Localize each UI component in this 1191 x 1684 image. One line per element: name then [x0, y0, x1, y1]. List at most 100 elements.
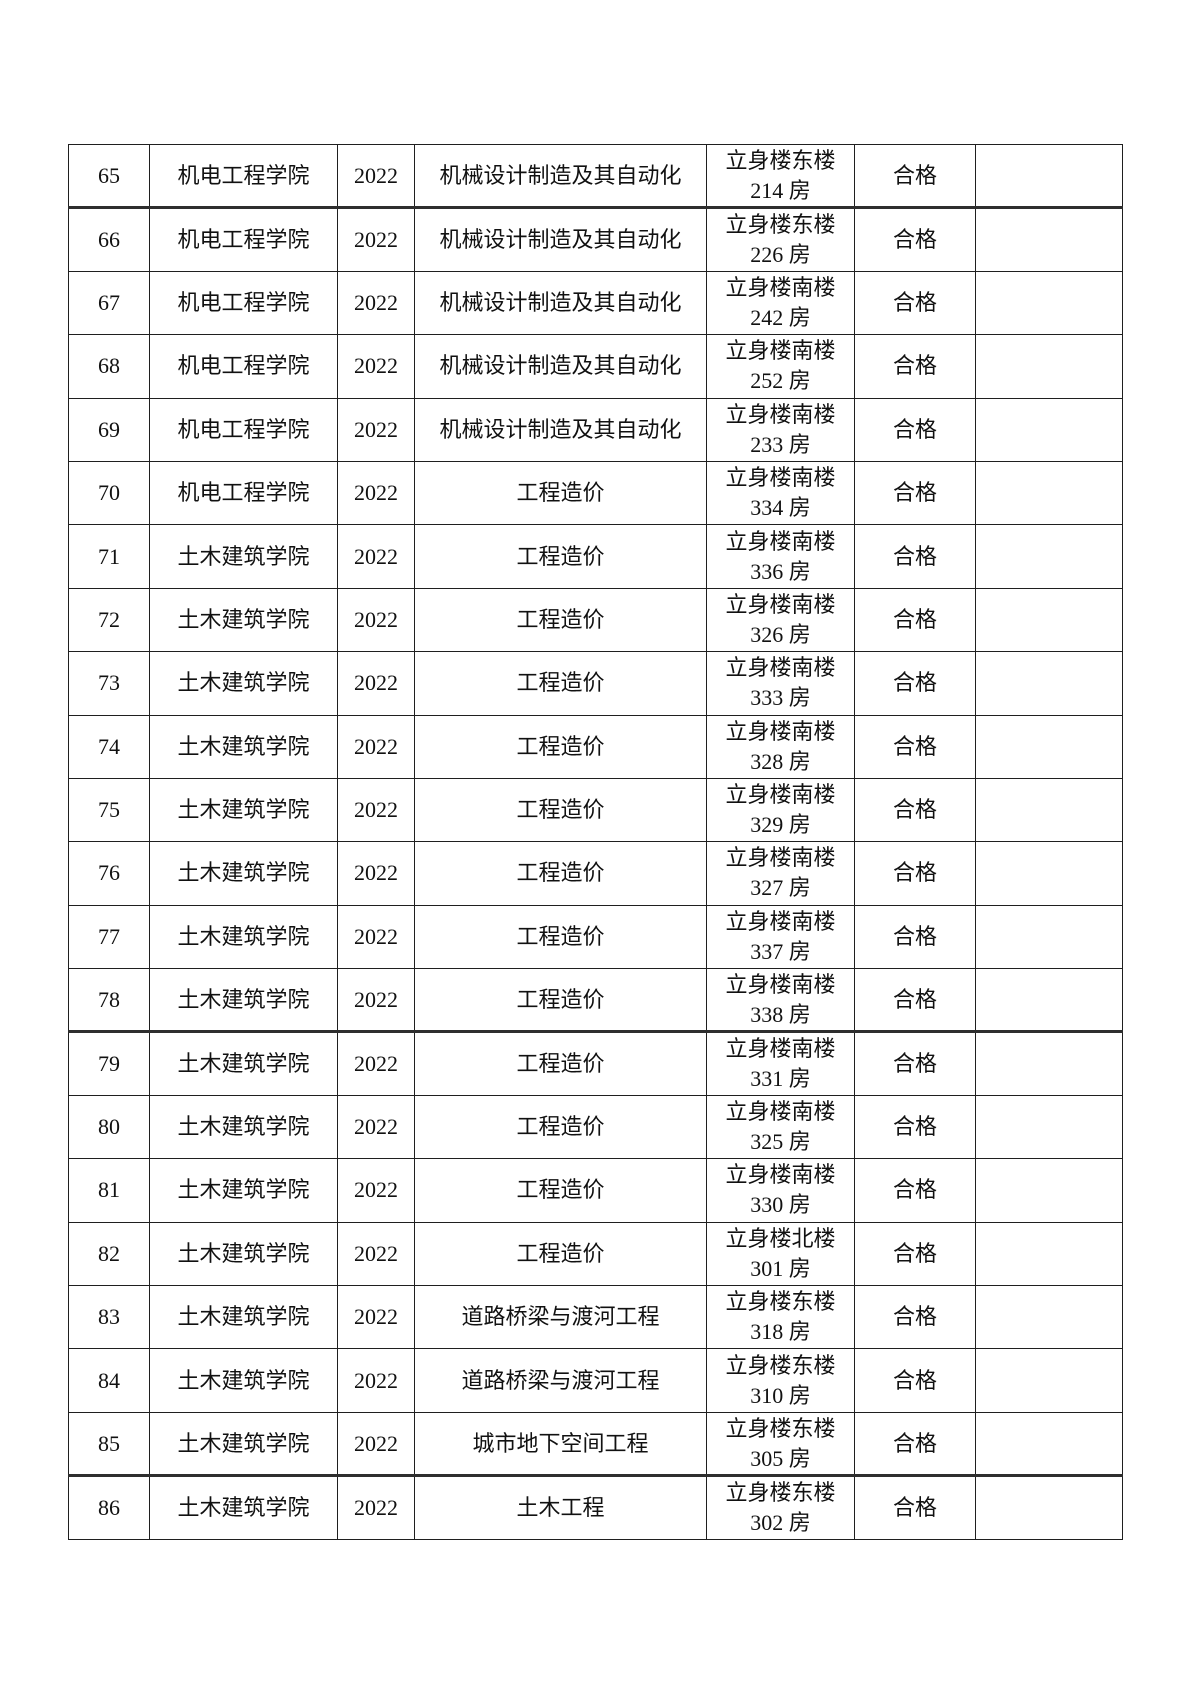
location-room: 214 房	[750, 177, 811, 203]
cell-row-number: 83	[68, 1285, 150, 1350]
cell-result: 合格	[854, 841, 976, 906]
location-room: 334 房	[750, 495, 811, 521]
cell-note	[975, 587, 1123, 653]
cell-location: 立身楼东楼 318 房	[706, 1285, 855, 1350]
cell-year: 2022	[337, 1158, 415, 1223]
table-row: 75 土木建筑学院 2022 工程造价 立身楼南楼 329 房 合格	[68, 777, 1123, 843]
cell-location: 立身楼南楼 329 房	[706, 777, 855, 843]
location-room: 336 房	[750, 558, 811, 584]
cell-note	[975, 397, 1123, 462]
cell-note	[975, 1475, 1123, 1540]
cell-location: 立身楼南楼 336 房	[706, 524, 855, 589]
table-row: 79 土木建筑学院 2022 工程造价 立身楼南楼 331 房 合格	[68, 1031, 1123, 1096]
cell-year: 2022	[337, 460, 415, 526]
cell-result: 合格	[854, 1094, 976, 1160]
cell-college: 土木建筑学院	[149, 1475, 338, 1540]
cell-college: 土木建筑学院	[149, 841, 338, 906]
cell-location: 立身楼东楼 214 房	[706, 143, 855, 210]
table-row: 82 土木建筑学院 2022 工程造价 立身楼北楼 301 房 合格	[68, 1221, 1123, 1287]
location-building: 立身楼南楼	[725, 401, 836, 427]
cell-year: 2022	[337, 777, 415, 843]
location-building: 立身楼南楼	[725, 1162, 836, 1188]
cell-year: 2022	[337, 1411, 415, 1478]
table-row: 76 土木建筑学院 2022 工程造价 立身楼南楼 327 房 合格	[68, 841, 1123, 906]
cell-note	[975, 524, 1123, 589]
cell-location: 立身楼东楼 305 房	[706, 1411, 855, 1478]
cell-note	[975, 1411, 1123, 1478]
cell-major: 工程造价	[414, 587, 707, 653]
location-room: 338 房	[750, 1001, 811, 1027]
cell-result: 合格	[854, 270, 976, 336]
table-row: 70 机电工程学院 2022 工程造价 立身楼南楼 334 房 合格	[68, 460, 1123, 526]
cell-note	[975, 1158, 1123, 1223]
cell-row-number: 80	[68, 1094, 150, 1160]
cell-location: 立身楼南楼 333 房	[706, 651, 855, 716]
cell-note	[975, 1221, 1123, 1287]
cell-major: 工程造价	[414, 904, 707, 970]
location-room: 327 房	[750, 875, 811, 901]
cell-college: 土木建筑学院	[149, 524, 338, 589]
cell-note	[975, 334, 1123, 399]
cell-major: 机械设计制造及其自动化	[414, 397, 707, 462]
cell-row-number: 75	[68, 777, 150, 843]
cell-college: 土木建筑学院	[149, 904, 338, 970]
cell-year: 2022	[337, 1094, 415, 1160]
cell-result: 合格	[854, 587, 976, 653]
cell-college: 土木建筑学院	[149, 714, 338, 779]
cell-location: 立身楼北楼 301 房	[706, 1221, 855, 1287]
cell-college: 土木建筑学院	[149, 1221, 338, 1287]
cell-result: 合格	[854, 334, 976, 399]
cell-location: 立身楼东楼 310 房	[706, 1348, 855, 1413]
location-room: 305 房	[750, 1445, 811, 1471]
location-building: 立身楼南楼	[725, 591, 836, 617]
cell-location: 立身楼南楼 330 房	[706, 1158, 855, 1223]
cell-major: 道路桥梁与渡河工程	[414, 1285, 707, 1350]
location-room: 330 房	[750, 1192, 811, 1218]
cell-note	[975, 651, 1123, 716]
cell-location: 立身楼南楼 252 房	[706, 334, 855, 399]
cell-major: 机械设计制造及其自动化	[414, 143, 707, 210]
location-building: 立身楼南楼	[725, 971, 836, 997]
location-building: 立身楼南楼	[725, 1036, 836, 1062]
cell-row-number: 72	[68, 587, 150, 653]
cell-college: 机电工程学院	[149, 270, 338, 336]
cell-result: 合格	[854, 207, 976, 272]
cell-year: 2022	[337, 270, 415, 336]
cell-note	[975, 270, 1123, 336]
location-building: 立身楼南楼	[725, 782, 836, 808]
location-room: 329 房	[750, 812, 811, 838]
cell-result: 合格	[854, 397, 976, 462]
cell-college: 机电工程学院	[149, 143, 338, 210]
table-row: 71 土木建筑学院 2022 工程造价 立身楼南楼 336 房 合格	[68, 524, 1123, 589]
cell-result: 合格	[854, 1475, 976, 1540]
cell-college: 土木建筑学院	[149, 1031, 338, 1096]
location-room: 226 房	[750, 242, 811, 268]
cell-year: 2022	[337, 207, 415, 272]
location-building: 立身楼南楼	[725, 528, 836, 554]
cell-row-number: 73	[68, 651, 150, 716]
cell-major: 工程造价	[414, 651, 707, 716]
location-room: 242 房	[750, 304, 811, 330]
cell-location: 立身楼南楼 327 房	[706, 841, 855, 906]
location-building: 立身楼东楼	[725, 147, 836, 173]
cell-result: 合格	[854, 1158, 976, 1223]
roster-table-body: 65 机电工程学院 2022 机械设计制造及其自动化 立身楼东楼 214 房合格 66 机电工…	[68, 143, 1123, 1540]
cell-row-number: 65	[68, 143, 150, 210]
location-building: 立身楼南楼	[725, 845, 836, 871]
cell-row-number: 81	[68, 1158, 150, 1223]
cell-note	[975, 1348, 1123, 1413]
cell-note	[975, 1031, 1123, 1096]
table-row: 66 机电工程学院 2022 机械设计制造及其自动化 立身楼东楼 226 房 合格	[68, 207, 1123, 272]
cell-note	[975, 904, 1123, 970]
cell-year: 2022	[337, 1221, 415, 1287]
location-building: 立身楼东楼	[725, 1415, 836, 1441]
table-row: 73 土木建筑学院 2022 工程造价 立身楼南楼 333 房 合格	[68, 651, 1123, 716]
cell-result: 合格	[854, 1411, 976, 1478]
cell-row-number: 67	[68, 270, 150, 336]
cell-year: 2022	[337, 714, 415, 779]
cell-note	[975, 143, 1123, 210]
cell-college: 机电工程学院	[149, 460, 338, 526]
table-row: 81 土木建筑学院 2022 工程造价 立身楼南楼 330 房 合格	[68, 1158, 1123, 1223]
cell-college: 土木建筑学院	[149, 1411, 338, 1478]
cell-college: 机电工程学院	[149, 334, 338, 399]
